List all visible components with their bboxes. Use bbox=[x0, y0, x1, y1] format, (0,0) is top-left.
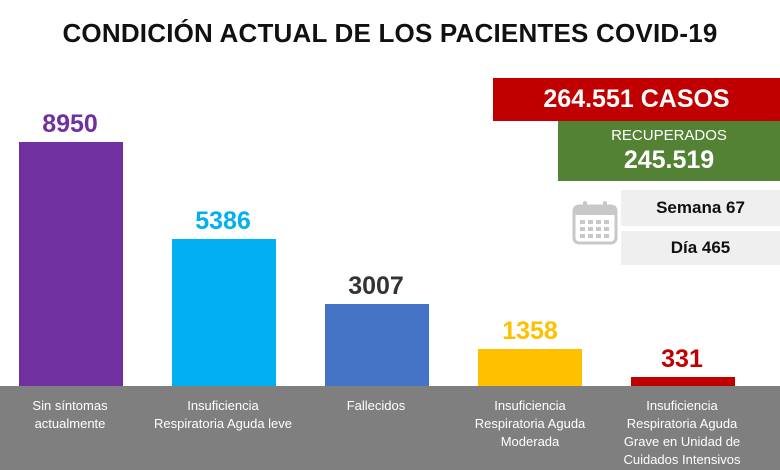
bar bbox=[631, 377, 735, 386]
category-label: Fallecidos bbox=[347, 398, 406, 413]
bar-value-label: 3007 bbox=[348, 272, 404, 300]
recovered-badge: RECUPERADOS 245.519 bbox=[558, 121, 780, 181]
bar-value-label: 1358 bbox=[502, 317, 558, 345]
bar bbox=[325, 304, 429, 386]
day-badge: Día 465 bbox=[621, 231, 780, 265]
week-badge: Semana 67 bbox=[621, 190, 780, 226]
category-label: Sin síntomas actualmente bbox=[32, 398, 108, 431]
bar-value-label: 8950 bbox=[42, 110, 98, 138]
category-label: Insuficiencia Respiratoria Aguda leve bbox=[154, 398, 292, 431]
bar bbox=[19, 142, 123, 386]
bar-value-label: 331 bbox=[661, 345, 703, 373]
bar bbox=[172, 239, 276, 386]
chart-title: CONDICIÓN ACTUAL DE LOS PACIENTES COVID-… bbox=[62, 18, 718, 48]
category-label: Insuficiencia Respiratoria Aguda Grave en … bbox=[623, 398, 741, 467]
recovered-label: RECUPERADOS bbox=[611, 127, 727, 144]
recovered-value: 245.519 bbox=[623, 146, 715, 174]
calendar-icon bbox=[572, 201, 618, 245]
category-label: Insuficiencia Respiratoria Aguda Moderada bbox=[475, 398, 586, 449]
bar bbox=[478, 349, 582, 386]
total-cases-badge: 264.551 CASOS bbox=[493, 78, 780, 121]
bar-value-label: 5386 bbox=[195, 207, 251, 235]
category-axis-band bbox=[0, 386, 780, 470]
